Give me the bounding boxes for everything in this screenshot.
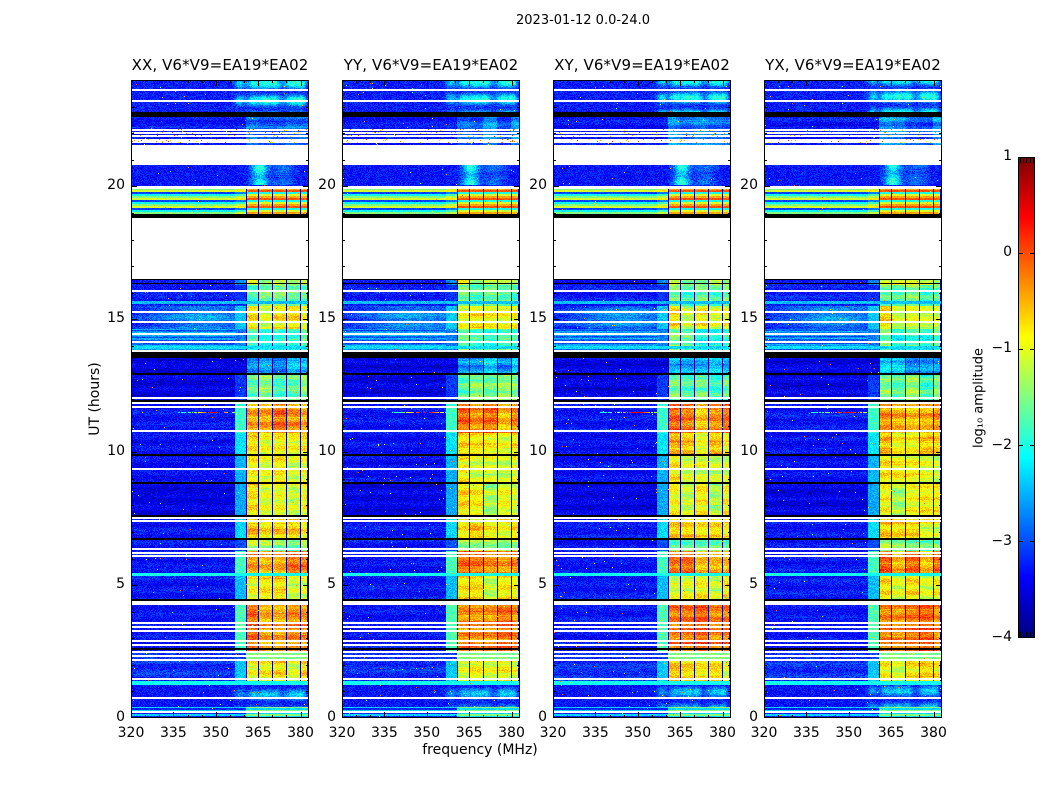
colorbar-tick-label: 1 [1003,148,1012,164]
panel-title-xy: XY, V6*V9=EA19*EA02 [554,56,730,74]
spectrogram-panel-xx [131,80,309,718]
x-tick-label: 350 [413,725,441,741]
x-tick-label: 380 [920,725,947,741]
y-tick-label: 5 [749,576,758,593]
colorbar-tick-label: −4 [991,629,1012,645]
panel-title-yx: YX, V6*V9=EA19*EA02 [765,56,941,74]
x-tick-label: 320 [328,725,356,741]
colorbar-tick-label: 0 [1003,244,1012,261]
x-tick-label: 365 [877,725,905,741]
y-tick-label: 10 [107,443,125,460]
x-tick-label: 380 [709,725,736,741]
panel-title-xx: XX, V6*V9=EA19*EA02 [131,56,309,74]
colorbar-canvas [1018,157,1035,638]
x-tick-label: 320 [750,725,778,741]
x-tick-label: 335 [371,725,398,741]
y-tick-label: 10 [529,443,547,460]
panel-title-yy: YY, V6*V9=EA19*EA02 [343,56,519,74]
spectrogram-panel-yy [342,80,520,718]
x-tick-label: 350 [835,725,863,741]
x-tick-label: 350 [202,725,230,741]
colorbar-tick-label: −3 [991,532,1012,549]
x-tick-label: 380 [498,725,525,741]
y-tick-label: 15 [529,310,547,327]
x-tick-label: 380 [287,725,314,741]
y-tick-label: 0 [327,709,336,725]
spectrogram-panel-yx [764,80,942,718]
y-tick-label: 5 [116,576,125,593]
y-tick-label: 20 [529,177,547,194]
spectrogram-panel-xy [553,80,731,718]
y-tick-label: 20 [107,177,125,194]
y-axis-label: UT (hours) [87,362,103,436]
y-tick-label: 5 [327,576,336,593]
x-tick-label: 350 [624,725,652,741]
y-tick-label: 20 [740,177,758,194]
figure-title: 2023-01-12 0.0-24.0 [516,13,650,28]
y-tick-label: 15 [318,310,336,327]
x-tick-label: 335 [160,725,187,741]
x-tick-label: 335 [582,725,609,741]
colorbar-label: log₁₀ amplitude [971,347,987,449]
x-tick-label: 320 [117,725,145,741]
x-tick-label: 365 [244,725,272,741]
x-tick-label: 320 [539,725,567,741]
x-axis-label: frequency (MHz) [422,742,538,758]
y-tick-label: 15 [740,310,758,327]
colorbar-tick-label: −1 [991,340,1012,357]
x-tick-label: 335 [793,725,820,741]
y-tick-label: 20 [318,177,336,194]
colorbar-tick-label: −2 [991,436,1012,453]
y-tick-label: 0 [749,709,758,725]
y-tick-label: 0 [116,709,125,725]
y-tick-label: 0 [538,709,547,725]
y-tick-label: 15 [107,310,125,327]
y-tick-label: 10 [740,443,758,460]
y-tick-label: 5 [538,576,547,593]
y-tick-label: 10 [318,443,336,460]
x-tick-label: 365 [455,725,483,741]
x-tick-label: 365 [666,725,694,741]
